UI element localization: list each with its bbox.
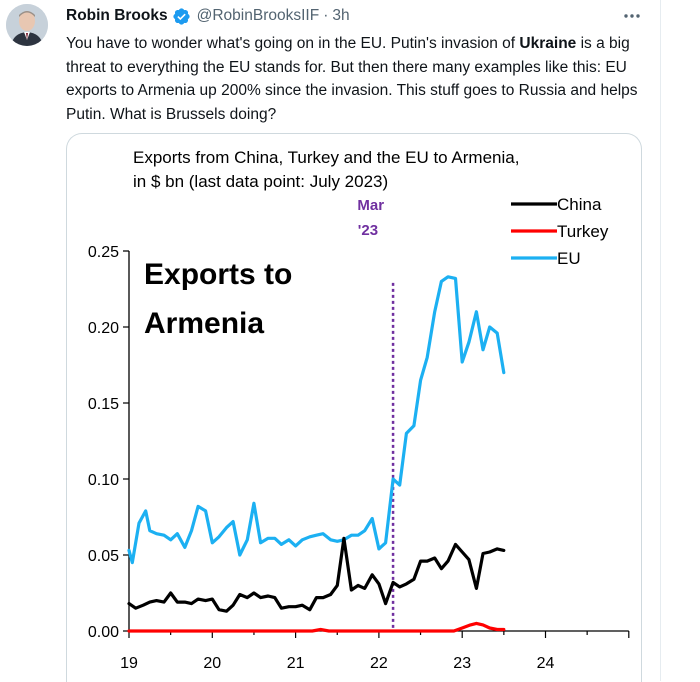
x-tick-label: 23 [453, 655, 471, 672]
vertical-marker-label-year: '23 [358, 222, 378, 239]
x-tick-label: 20 [203, 655, 221, 672]
legend-label-china: China [557, 195, 602, 214]
annotation-big-line-2: Armenia [144, 307, 264, 340]
chart-svg: 0.00 0.05 0.10 0.15 0.20 0.25 19 20 21 22 23 24 Mar '… [88, 148, 630, 672]
verified-badge-icon [173, 7, 190, 25]
y-tick-label: 0.00 [88, 624, 119, 641]
tweet-text-bold: Ukraine [519, 35, 577, 52]
tweet-media-chart[interactable]: 0.00 0.05 0.10 0.15 0.20 0.25 19 20 21 22 23 24 Mar '… [66, 133, 642, 682]
x-tick-label: 21 [287, 655, 305, 672]
more-options-icon[interactable] [619, 6, 645, 26]
series-line-turkey [127, 621, 506, 633]
y-tick-label: 0.10 [88, 472, 119, 489]
tweet-header: Robin Brooks @RobinBrooksIIF · 3h [66, 5, 350, 27]
y-tick-label: 0.05 [88, 548, 119, 565]
series-line-eu [127, 275, 506, 565]
x-tick-label: 22 [370, 655, 388, 672]
legend-label-eu: EU [557, 249, 581, 268]
separator-dot: · [323, 7, 329, 24]
y-tick-label: 0.15 [88, 396, 119, 413]
author-name[interactable]: Robin Brooks [66, 7, 168, 24]
annotation-big-line-1: Exports to [144, 258, 292, 291]
tweet-text-part-2: is a big threat to everything the EU sta… [66, 35, 638, 123]
tweet-text-part-1: You have to wonder what's going on in th… [66, 35, 520, 52]
chart-title-line-1: Exports from China, Turkey and the EU to… [133, 148, 519, 167]
y-tick-label: 0.25 [88, 244, 119, 261]
x-tick-label: 19 [120, 655, 138, 672]
legend-label-turkey: Turkey [557, 222, 609, 241]
chart-title-line-2: in $ bn (last data point: July 2023) [133, 172, 388, 191]
timeline-divider [660, 0, 661, 681]
timestamp[interactable]: 3h [332, 7, 350, 24]
avatar[interactable] [6, 4, 48, 46]
series-line-china [127, 536, 506, 613]
x-tick-label: 24 [537, 655, 555, 672]
author-handle[interactable]: @RobinBrooksIIF [196, 7, 320, 24]
avatar-image [6, 4, 48, 46]
tweet-text: You have to wonder what's going on in th… [66, 32, 646, 126]
y-tick-label: 0.20 [88, 320, 119, 337]
vertical-marker-label: Mar [357, 197, 384, 214]
